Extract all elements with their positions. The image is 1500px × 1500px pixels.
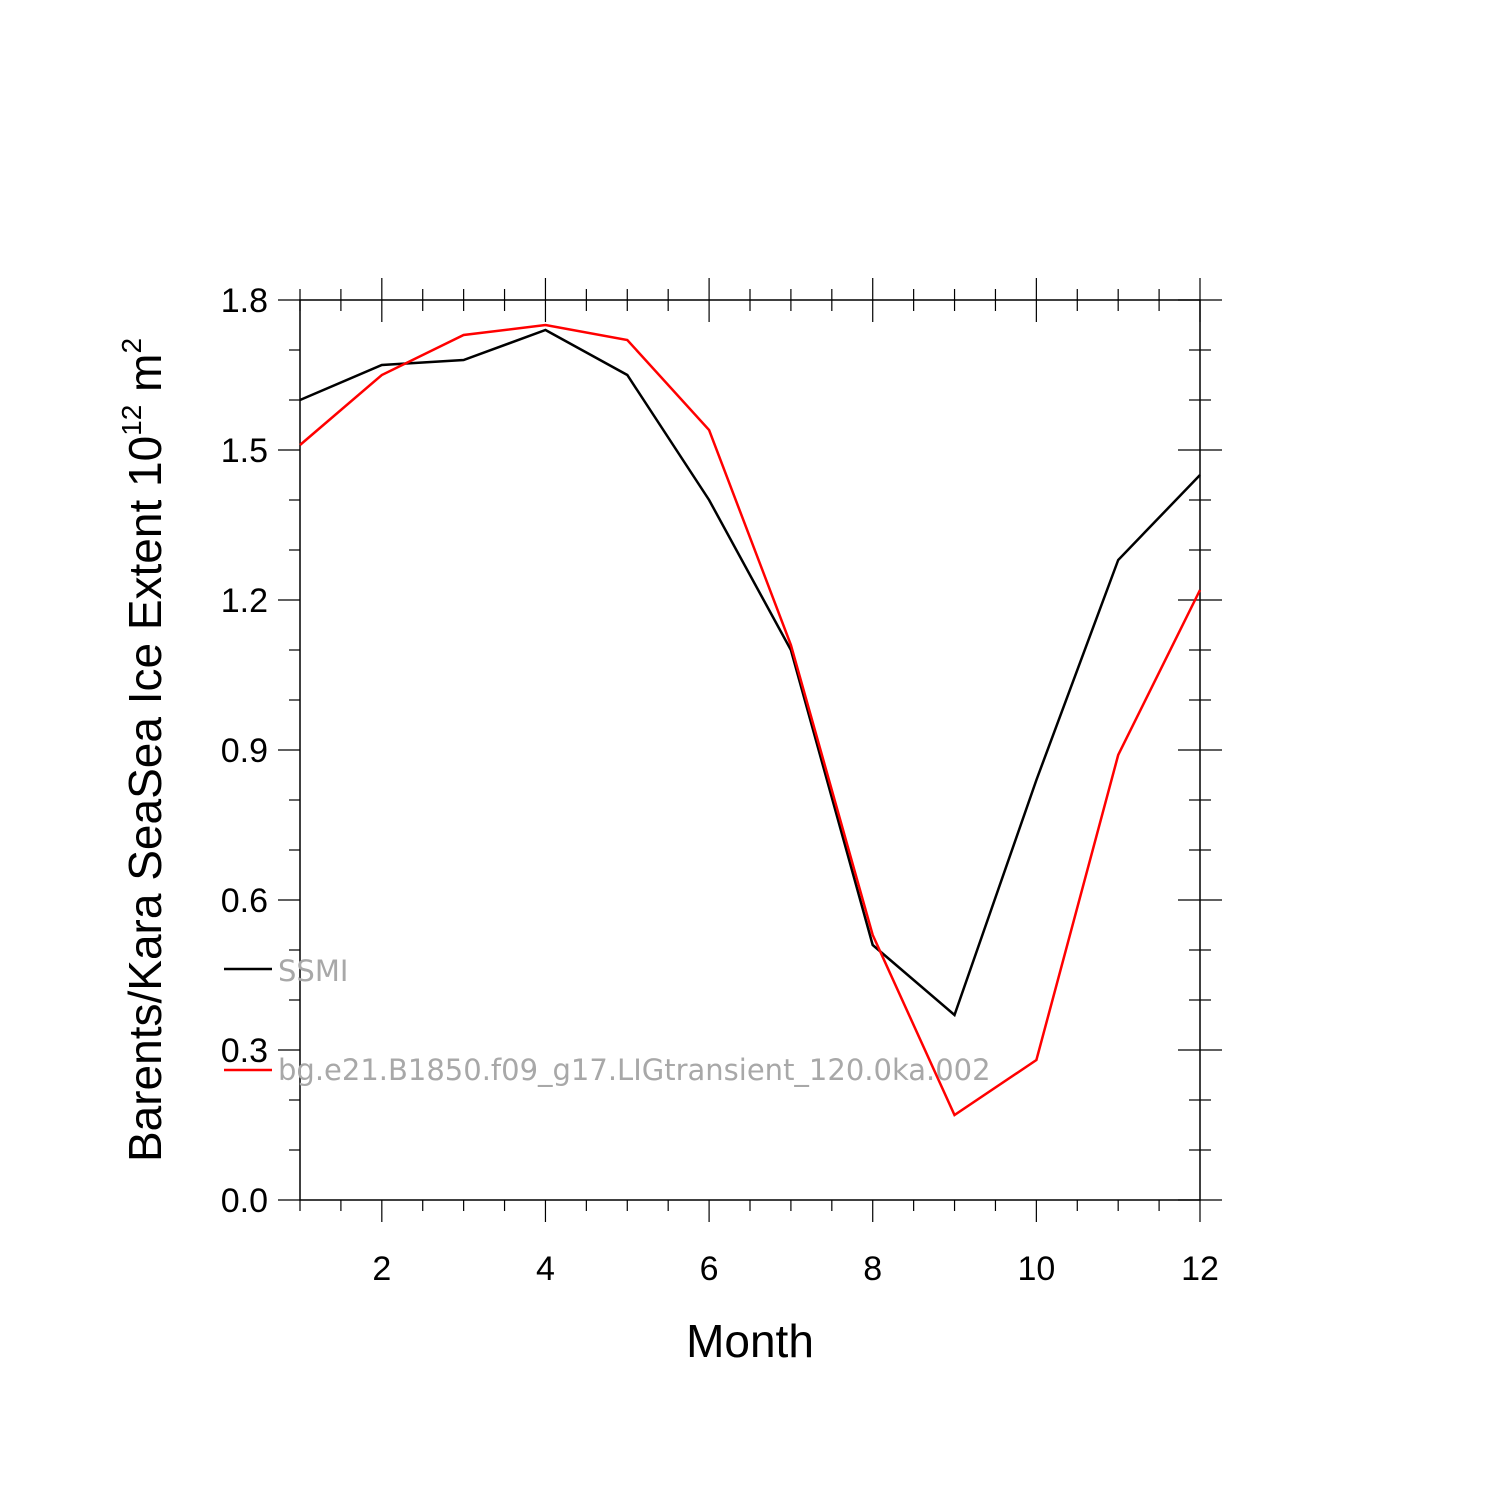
y-tick-label: 0.9 (221, 732, 268, 770)
y-axis-label: Barents/Kara SeaSea Ice Extent 1012 m2 (116, 338, 171, 1162)
y-tick-label: 1.8 (221, 282, 268, 320)
series-line-ssmi (299, 328, 1201, 1018)
y-axis-label-exponent: 12 (116, 405, 147, 436)
y-axis-label-unit-exponent: 2 (116, 338, 147, 354)
series-layer (299, 323, 1202, 1117)
y-axis-label-main: Barents/Kara SeaSea Ice Extent 10 (119, 436, 171, 1162)
x-tick-label: 10 (1017, 1250, 1055, 1288)
x-tick-label: 6 (700, 1250, 719, 1288)
plot-frame (299, 299, 1201, 1201)
legend: SSMI bg.e21.B1850.f09_g17.LIGtransient_1… (224, 954, 991, 1087)
y-tick-label: 0.6 (221, 882, 268, 920)
y-tick-label: 1.5 (221, 432, 268, 470)
tick-labels: 0.0 0.3 0.6 0.9 1.2 1.5 1.8 2 4 6 8 10 12 (221, 282, 1219, 1288)
x-axis-label: Month (686, 1315, 814, 1367)
y-tick-label: 0.0 (221, 1182, 268, 1220)
legend-label-ssmi: SSMI (278, 954, 348, 988)
series-line-model (299, 323, 1202, 1117)
x-tick-label: 12 (1181, 1250, 1219, 1288)
y-tick-label: 1.2 (221, 582, 268, 620)
y-tick-label: 0.3 (221, 1032, 268, 1070)
x-tick-label: 2 (372, 1250, 391, 1288)
legend-label-model: bg.e21.B1850.f09_g17.LIGtransient_120.0k… (278, 1053, 991, 1087)
x-tick-label: 4 (536, 1250, 555, 1288)
x-tick-label: 8 (863, 1250, 882, 1288)
y-axis-label-unit: m (119, 354, 171, 405)
